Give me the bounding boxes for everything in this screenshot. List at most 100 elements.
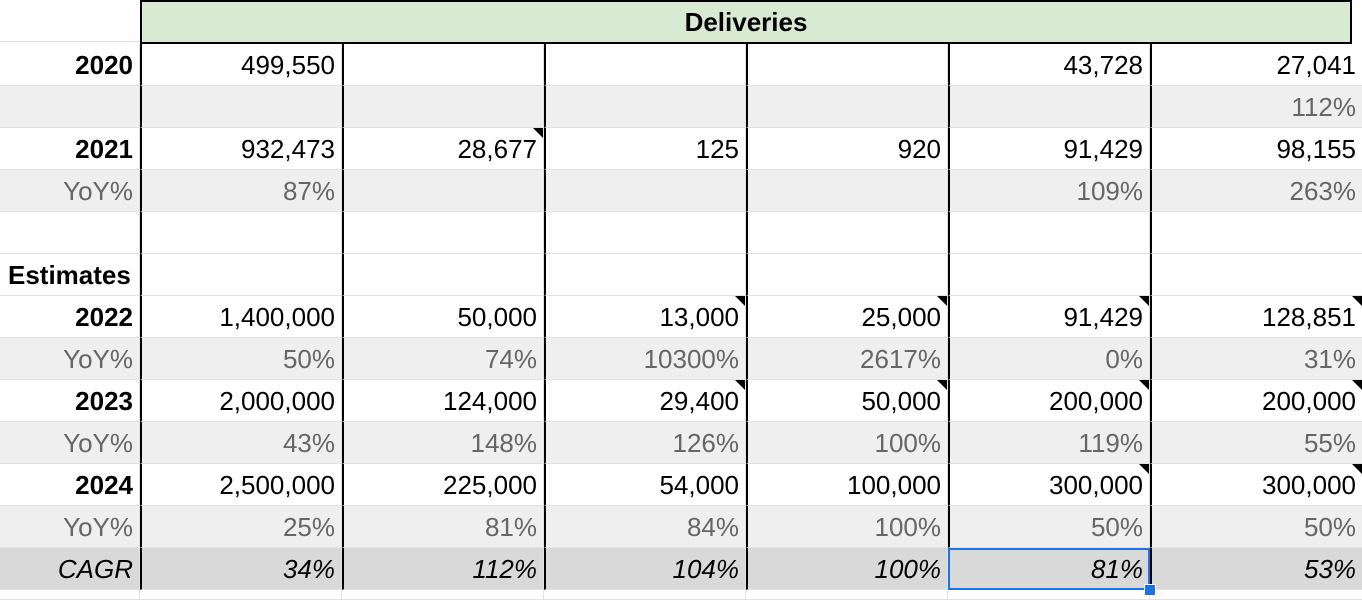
selected-data-cell[interactable]: 81% bbox=[948, 548, 1150, 590]
row-label[interactable]: 2020 bbox=[0, 44, 140, 86]
data-cell[interactable]: 932,473 bbox=[140, 128, 342, 170]
data-cell[interactable]: 112% bbox=[342, 548, 544, 590]
row-label[interactable]: 2024 bbox=[0, 464, 140, 506]
data-cell[interactable]: 300,000 bbox=[948, 464, 1150, 506]
grid-cell[interactable] bbox=[0, 590, 140, 600]
data-cell[interactable]: 200,000 bbox=[948, 380, 1150, 422]
data-cell[interactable]: 74% bbox=[342, 338, 544, 380]
data-cell[interactable]: 100% bbox=[746, 548, 948, 590]
data-cell[interactable]: 29,400 bbox=[544, 380, 746, 422]
data-cell[interactable]: 50,000 bbox=[746, 380, 948, 422]
grid-cell[interactable] bbox=[948, 590, 1150, 600]
data-cell[interactable]: 104% bbox=[544, 548, 746, 590]
data-cell[interactable] bbox=[948, 86, 1150, 128]
data-cell[interactable]: 50% bbox=[1150, 506, 1362, 548]
data-cell[interactable]: 54,000 bbox=[544, 464, 746, 506]
data-cell[interactable]: 13,000 bbox=[544, 296, 746, 338]
data-cell[interactable]: 1,400,000 bbox=[140, 296, 342, 338]
data-cell[interactable]: 27,041 bbox=[1150, 44, 1362, 86]
data-cell[interactable]: 43% bbox=[140, 422, 342, 464]
data-cell[interactable] bbox=[948, 254, 1150, 296]
data-cell[interactable]: 25,000 bbox=[746, 296, 948, 338]
data-cell[interactable]: 300,000 bbox=[1150, 464, 1362, 506]
data-cell[interactable]: 126% bbox=[544, 422, 746, 464]
data-cell[interactable] bbox=[948, 212, 1150, 254]
data-cell[interactable]: 109% bbox=[948, 170, 1150, 212]
data-cell[interactable] bbox=[544, 254, 746, 296]
data-cell[interactable]: 34% bbox=[140, 548, 342, 590]
data-cell[interactable]: 10300% bbox=[544, 338, 746, 380]
data-cell[interactable]: 81% bbox=[342, 506, 544, 548]
row-label[interactable]: 2022 bbox=[0, 296, 140, 338]
data-cell[interactable]: 25% bbox=[140, 506, 342, 548]
data-cell[interactable]: 112% bbox=[1150, 86, 1362, 128]
data-cell[interactable]: 43,728 bbox=[948, 44, 1150, 86]
row-label[interactable]: 2021 bbox=[0, 128, 140, 170]
data-cell[interactable] bbox=[140, 212, 342, 254]
data-cell[interactable] bbox=[746, 212, 948, 254]
data-cell[interactable] bbox=[746, 254, 948, 296]
data-cell[interactable]: 100% bbox=[746, 506, 948, 548]
data-cell[interactable] bbox=[544, 212, 746, 254]
grid-cell[interactable] bbox=[140, 590, 342, 600]
grid-cell[interactable] bbox=[1150, 590, 1362, 600]
row-label[interactable]: YoY% bbox=[0, 506, 140, 548]
data-cell[interactable]: 87% bbox=[140, 170, 342, 212]
data-cell[interactable] bbox=[544, 44, 746, 86]
data-cell[interactable]: 100% bbox=[746, 422, 948, 464]
fill-handle[interactable] bbox=[1144, 584, 1156, 596]
data-cell[interactable]: 55% bbox=[1150, 422, 1362, 464]
data-cell[interactable]: 98,155 bbox=[1150, 128, 1362, 170]
data-cell[interactable]: 119% bbox=[948, 422, 1150, 464]
data-cell[interactable] bbox=[342, 86, 544, 128]
data-cell[interactable] bbox=[342, 254, 544, 296]
grid-cell[interactable] bbox=[746, 590, 948, 600]
data-cell[interactable]: 100,000 bbox=[746, 464, 948, 506]
data-cell[interactable]: 31% bbox=[1150, 338, 1362, 380]
row-label[interactable] bbox=[0, 86, 140, 128]
header-corner-cell[interactable] bbox=[0, 0, 140, 42]
data-cell[interactable]: 148% bbox=[342, 422, 544, 464]
data-cell[interactable]: 53% bbox=[1150, 548, 1362, 590]
data-cell[interactable]: 200,000 bbox=[1150, 380, 1362, 422]
data-cell[interactable] bbox=[1150, 254, 1362, 296]
row-label[interactable]: CAGR bbox=[0, 548, 140, 590]
grid-cell[interactable] bbox=[342, 590, 544, 600]
data-cell[interactable]: 91,429 bbox=[948, 296, 1150, 338]
estimates-label[interactable]: Estimates bbox=[0, 254, 140, 296]
data-cell[interactable]: 499,550 bbox=[140, 44, 342, 86]
data-cell[interactable] bbox=[342, 170, 544, 212]
data-cell[interactable]: 263% bbox=[1150, 170, 1362, 212]
data-cell[interactable] bbox=[140, 86, 342, 128]
data-cell[interactable] bbox=[1150, 212, 1362, 254]
data-cell[interactable]: 0% bbox=[948, 338, 1150, 380]
row-label[interactable]: YoY% bbox=[0, 422, 140, 464]
data-cell[interactable] bbox=[140, 254, 342, 296]
row-label[interactable]: 2023 bbox=[0, 380, 140, 422]
data-cell[interactable] bbox=[746, 44, 948, 86]
data-cell[interactable]: 128,851 bbox=[1150, 296, 1362, 338]
data-cell[interactable] bbox=[342, 212, 544, 254]
grid-cell[interactable] bbox=[544, 590, 746, 600]
data-cell[interactable] bbox=[544, 170, 746, 212]
data-cell[interactable]: 2,000,000 bbox=[140, 380, 342, 422]
data-cell[interactable]: 2617% bbox=[746, 338, 948, 380]
data-cell[interactable]: 50,000 bbox=[342, 296, 544, 338]
data-cell[interactable]: 50% bbox=[140, 338, 342, 380]
data-cell[interactable]: 125 bbox=[544, 128, 746, 170]
row-label[interactable] bbox=[0, 212, 140, 254]
data-cell[interactable]: 225,000 bbox=[342, 464, 544, 506]
data-cell[interactable] bbox=[746, 86, 948, 128]
row-label[interactable]: YoY% bbox=[0, 338, 140, 380]
data-cell[interactable]: 84% bbox=[544, 506, 746, 548]
data-cell[interactable]: 28,677 bbox=[342, 128, 544, 170]
data-cell[interactable]: 91,429 bbox=[948, 128, 1150, 170]
deliveries-header-cell[interactable]: Deliveries bbox=[140, 0, 1352, 44]
data-cell[interactable]: 124,000 bbox=[342, 380, 544, 422]
row-label[interactable]: YoY% bbox=[0, 170, 140, 212]
data-cell[interactable]: 50% bbox=[948, 506, 1150, 548]
data-cell[interactable]: 2,500,000 bbox=[140, 464, 342, 506]
data-cell[interactable]: 920 bbox=[746, 128, 948, 170]
data-cell[interactable] bbox=[544, 86, 746, 128]
data-cell[interactable] bbox=[342, 44, 544, 86]
